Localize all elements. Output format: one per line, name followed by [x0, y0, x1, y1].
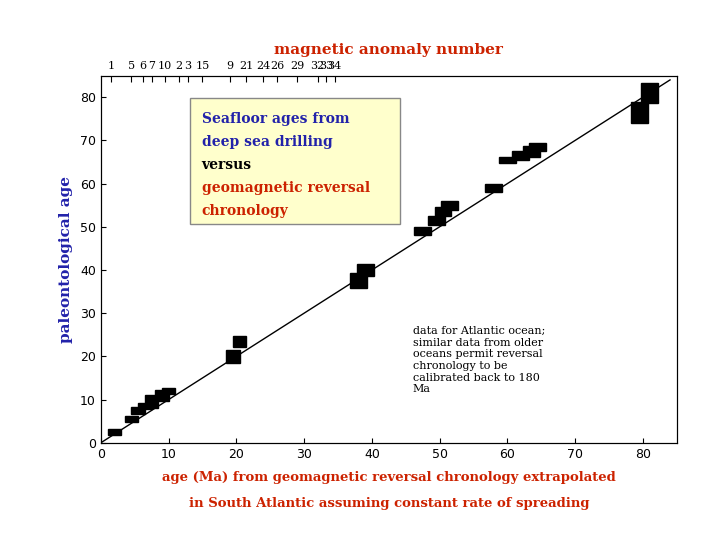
Bar — [226, 350, 240, 363]
Bar — [529, 143, 546, 151]
Bar — [350, 273, 366, 288]
Text: chronology: chronology — [202, 205, 289, 219]
Text: age (Ma) from geomagnetic reversal chronology extrapolated: age (Ma) from geomagnetic reversal chron… — [162, 471, 616, 484]
Bar — [428, 216, 445, 225]
X-axis label: magnetic anomaly number: magnetic anomaly number — [274, 43, 503, 57]
Bar — [441, 201, 458, 210]
Y-axis label: paleontological age: paleontological age — [59, 176, 73, 343]
Bar — [642, 83, 658, 103]
Text: deep sea drilling: deep sea drilling — [202, 136, 333, 150]
Bar — [435, 207, 451, 216]
Bar — [145, 395, 158, 408]
Bar — [523, 146, 539, 157]
Text: data for Atlantic ocean;
similar data from older
oceans permit reversal
chronolo: data for Atlantic ocean; similar data fr… — [413, 326, 545, 394]
Bar — [131, 407, 145, 414]
Text: geomagnetic reversal: geomagnetic reversal — [202, 181, 370, 195]
Text: Seafloor ages from: Seafloor ages from — [202, 112, 349, 126]
Bar — [485, 184, 503, 192]
Bar — [233, 336, 246, 347]
Bar — [107, 429, 121, 435]
Bar — [499, 157, 516, 163]
Text: versus: versus — [202, 158, 252, 172]
Bar — [162, 388, 176, 394]
Bar — [356, 264, 374, 276]
Text: in South Atlantic assuming constant rate of spreading: in South Atlantic assuming constant rate… — [189, 497, 589, 510]
Bar — [513, 151, 529, 160]
Bar — [155, 390, 168, 401]
FancyBboxPatch shape — [190, 98, 400, 224]
Bar — [414, 227, 431, 235]
Bar — [631, 102, 648, 123]
Bar — [125, 416, 138, 422]
Bar — [138, 403, 152, 409]
